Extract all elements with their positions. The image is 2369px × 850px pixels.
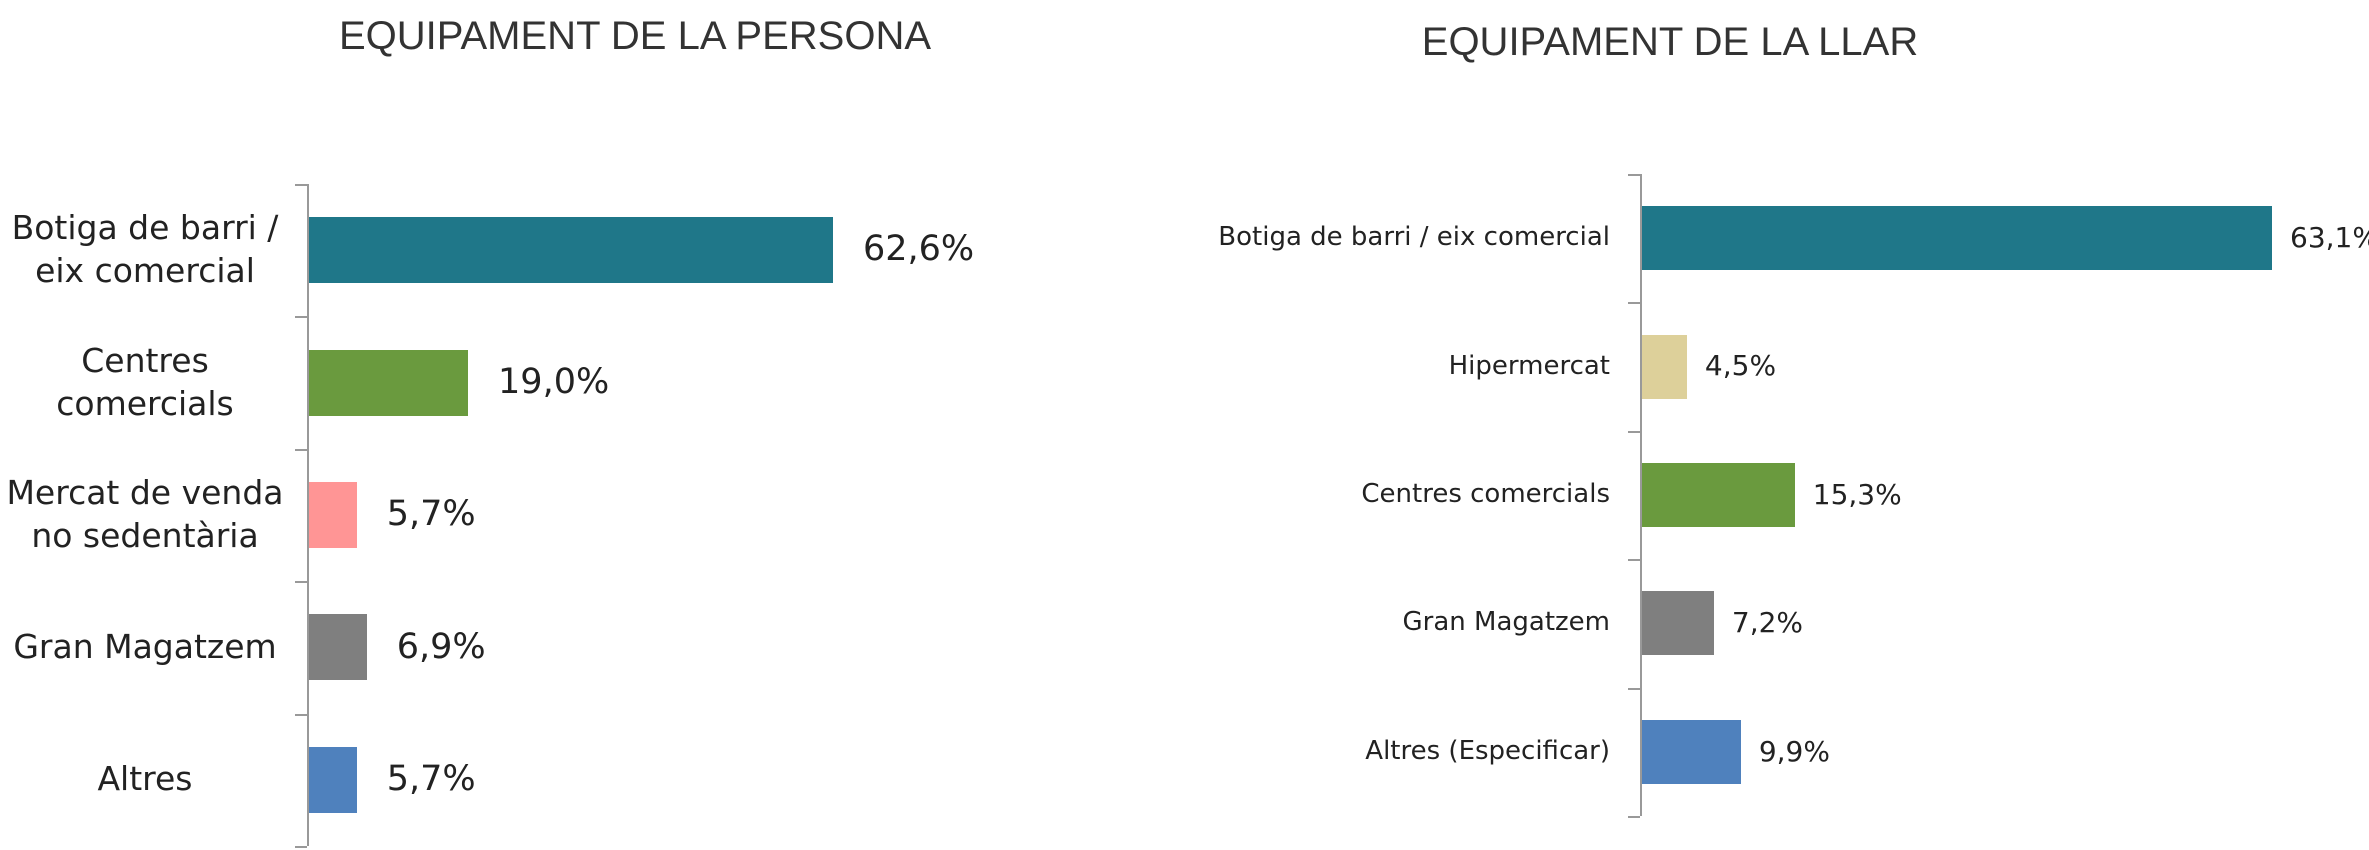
value-label: 19,0%: [498, 361, 610, 402]
axis-tick: [295, 846, 307, 848]
category-label: Altres: [97, 759, 193, 799]
category-label: Gran Magatzem: [1402, 607, 1610, 638]
axis-tick: [295, 448, 307, 451]
value-label: 63,1%: [2290, 220, 2369, 254]
category-label: Altres (Especificar): [1365, 735, 1610, 766]
value-label: 6,9%: [396, 626, 486, 667]
value-label: 4,5%: [1704, 349, 1777, 383]
value-label: 62,6%: [863, 229, 975, 270]
axis-tick: [295, 581, 307, 584]
bar: [1642, 206, 2272, 271]
category-label: Centres comercials: [56, 340, 234, 423]
value-label: 5,7%: [386, 759, 476, 800]
category-label: Botiga de barri / eix comercial: [11, 208, 279, 291]
axis-tick: [1628, 174, 1640, 176]
bar: [309, 614, 367, 681]
axis-tick: [1628, 559, 1640, 562]
category-label: Botiga de barri / eix comercial: [1218, 222, 1610, 253]
value-label: 15,3%: [1812, 477, 1902, 511]
axis-tick: [1628, 302, 1640, 305]
bar: [309, 482, 357, 548]
axis-tick: [1628, 816, 1640, 818]
chart-title: EQUIPAMENT DE LA LLAR: [1421, 20, 1919, 64]
bar: [1642, 463, 1795, 527]
axis-tick: [1628, 430, 1640, 433]
axis-tick: [295, 316, 307, 319]
value-label: 7,2%: [1731, 606, 1804, 640]
value-label: 5,7%: [386, 494, 476, 535]
axis-line: [307, 184, 309, 846]
axis-tick: [295, 713, 307, 716]
axis-line: [1640, 174, 1642, 816]
bar: [1642, 719, 1741, 784]
bar: [1642, 334, 1687, 399]
category-label: Mercat de venda no sedentària: [6, 473, 284, 555]
bar: [309, 746, 357, 813]
bar: [1642, 591, 1714, 656]
bar: [309, 349, 469, 416]
category-label: Centres comercials: [1361, 479, 1610, 510]
bar: [309, 217, 833, 284]
category-label: Gran Magatzem: [13, 626, 277, 666]
axis-tick: [1628, 687, 1640, 690]
value-label: 9,9%: [1758, 734, 1830, 768]
axis-tick: [295, 184, 307, 186]
category-label: Hipermercat: [1448, 350, 1610, 381]
chart-title: EQUIPAMENT DE LA PERSONA: [338, 14, 932, 58]
